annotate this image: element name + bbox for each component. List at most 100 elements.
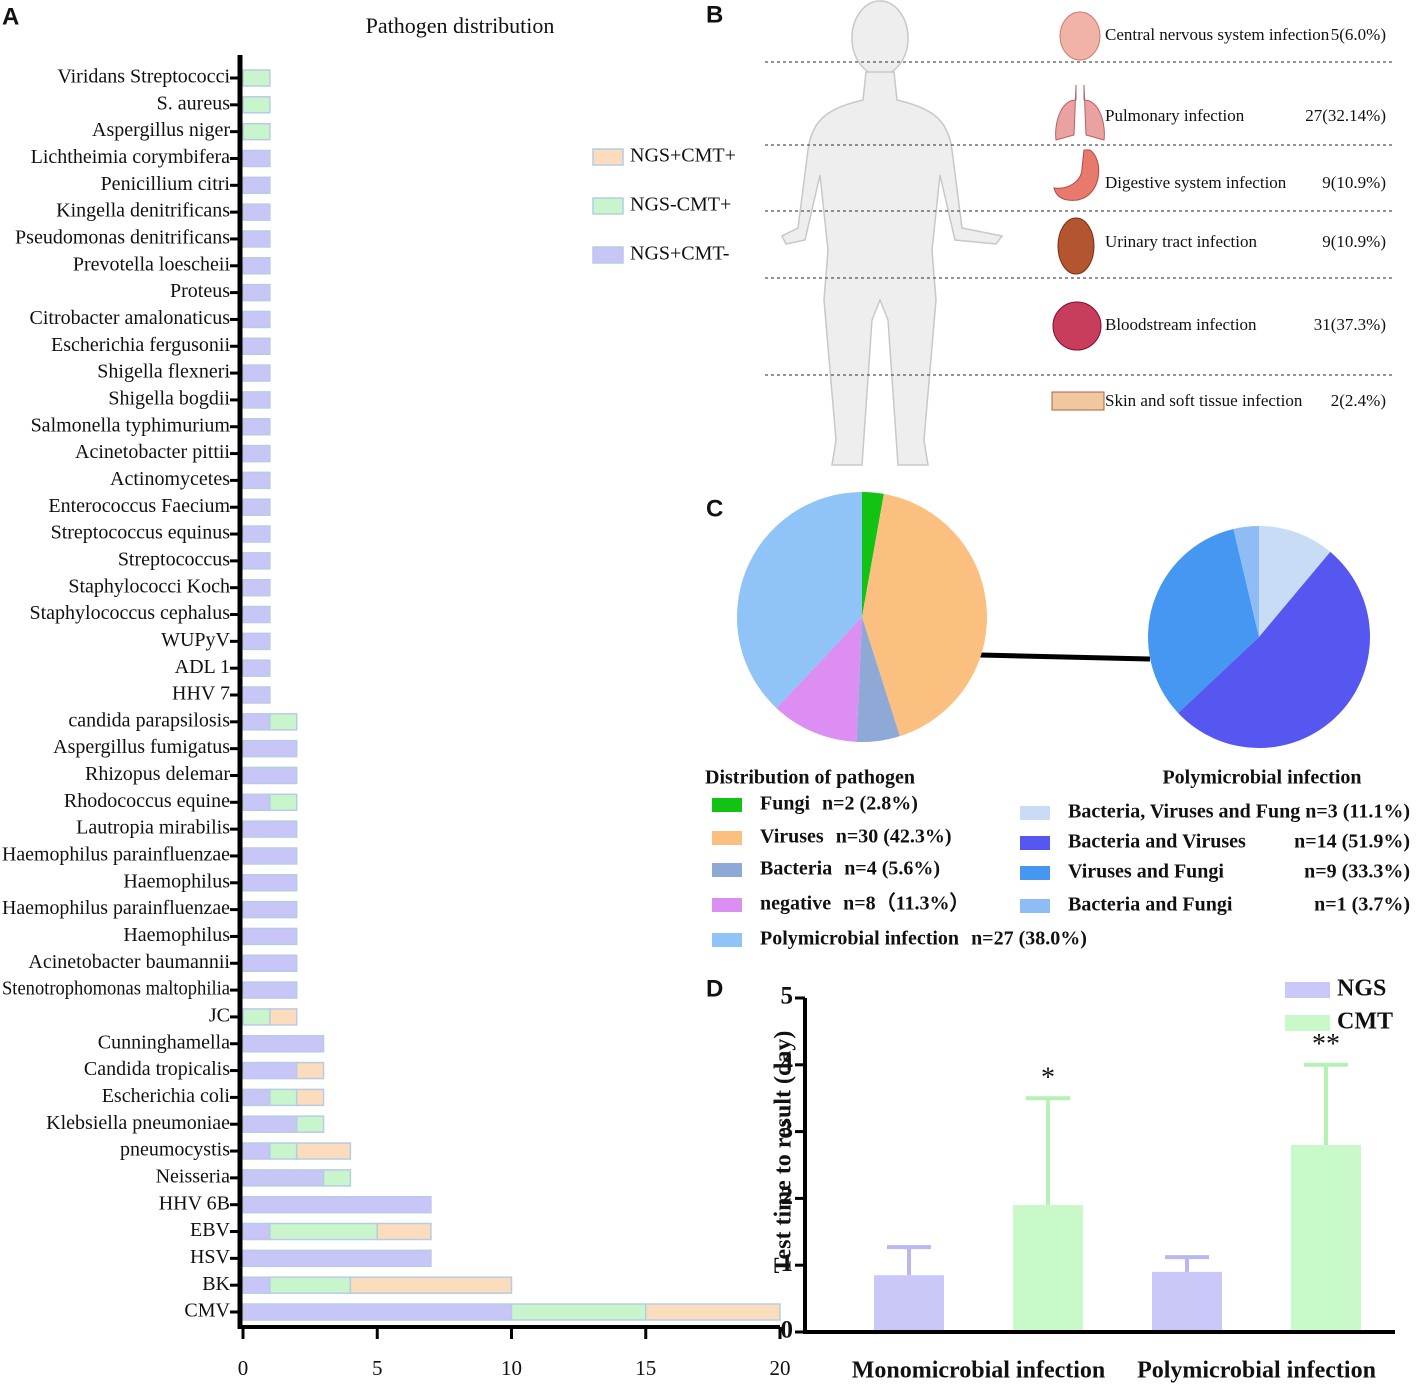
bar-segment: [242, 417, 271, 436]
value-label: n=1 (3.7%): [1314, 894, 1410, 916]
bar-segment: [242, 1222, 271, 1241]
y-tick-label: HHV 6B: [159, 1192, 230, 1214]
legend-swatch: [712, 933, 742, 947]
pie-slice: [862, 492, 884, 617]
bar-segment: [242, 552, 271, 570]
bar: [874, 1275, 944, 1332]
y-tick-label: Klebsiella pneumoniae: [46, 1112, 230, 1134]
bar-segment: [242, 900, 298, 919]
bar-segment: [242, 1249, 432, 1268]
bar-segment: [242, 927, 298, 946]
panel-label: A: [2, 3, 19, 30]
bar: [1013, 1205, 1083, 1332]
legend-swatch: [1285, 982, 1330, 998]
legend-label: negative: [760, 893, 831, 915]
y-tick-label: Escherichia fergusonii: [51, 334, 230, 356]
x-tick-label: Monomicrobial infection: [852, 1358, 1106, 1384]
y-tick-label: HHV 7: [172, 683, 230, 705]
y-tick-label: Streptococcus equinus: [51, 522, 231, 544]
bar-segment: [242, 713, 271, 731]
legend-label: NGS: [1337, 976, 1386, 1002]
site-value: 9(10.9%): [1322, 232, 1386, 251]
y-tick-label: Lautropia mirabilis: [76, 817, 230, 839]
bar-segment: [242, 1142, 271, 1160]
legend-label: Bacteria and Viruses: [1068, 831, 1246, 853]
panel-label: B: [706, 1, 723, 28]
y-tick-label: pneumocystis: [120, 1139, 230, 1161]
bar-segment: [510, 1303, 647, 1321]
y-tick-label: 0: [781, 1317, 794, 1344]
y-tick-label: ADL 1: [175, 656, 230, 678]
y-tick-label: Rhizopus delemar: [85, 763, 230, 785]
bar-segment: [242, 1008, 271, 1026]
bar-segment: [242, 149, 271, 168]
pie-slice: [776, 617, 862, 742]
legend-label: Viruses: [760, 826, 824, 848]
bar-segment: [295, 1115, 325, 1133]
y-tick-label: 5: [781, 983, 794, 1010]
pie-slice: [1259, 526, 1331, 637]
y-tick-label: Citrobacter amalonaticus: [30, 307, 231, 329]
y-tick-label: Kingella denitrificans: [56, 200, 230, 222]
site-label: Digestive system infection: [1105, 173, 1287, 192]
x-tick-label: 0: [238, 1356, 249, 1380]
legend-swatch: [1020, 866, 1050, 880]
y-tick-label: Shigella bogdii: [108, 388, 230, 410]
legend-swatch: [712, 898, 742, 912]
y-tick-label: CMV: [184, 1300, 230, 1322]
bar-segment: [242, 230, 271, 248]
bar-segment: [242, 1303, 513, 1321]
y-tick-label: Acinetobacter pittii: [75, 441, 230, 463]
y-axis-label: Test time to result (day): [771, 1031, 797, 1274]
y-tick-label: Haemophilus: [123, 870, 230, 892]
x-tick-label: 20: [770, 1356, 791, 1380]
y-tick-label: Shigella flexneri: [97, 361, 230, 383]
y-tick-label: Enterococcus Faecium: [48, 495, 230, 517]
bar-segment: [269, 713, 298, 731]
bar-segment: [242, 1088, 271, 1107]
y-tick-label: candida parapsilosis: [68, 709, 230, 731]
bar-segment: [269, 1276, 352, 1294]
bar-segment: [242, 364, 271, 382]
legend-label: Fungi: [760, 793, 810, 815]
legend-swatch: [712, 798, 742, 812]
bar-segment: [242, 954, 298, 973]
legend-label: Bacteria, Viruses and Fung: [1068, 801, 1300, 823]
y-tick-label: 2: [781, 1183, 794, 1210]
legend-title: Polymicrobial infection: [1162, 767, 1361, 789]
legend-swatch: [592, 246, 624, 264]
y-tick-label: Haemophilus: [123, 924, 230, 946]
bar-segment: [242, 525, 271, 543]
bar-segment: [242, 471, 271, 490]
bar-segment: [269, 1222, 379, 1241]
y-tick-label: JC: [209, 1005, 230, 1027]
bar-segment: [242, 69, 271, 87]
y-tick-label: BK: [202, 1273, 230, 1295]
y-tick-label: Streptococcus: [118, 548, 230, 570]
bar-segment: [242, 1169, 325, 1187]
pie-slice: [1233, 526, 1259, 637]
value-label: n=4 (5.6%): [844, 858, 940, 880]
bar-segment: [242, 257, 271, 275]
y-tick-label: Proteus: [170, 280, 230, 302]
pie-slice: [862, 493, 988, 737]
legend-swatch: [592, 197, 624, 215]
x-tick-label: 10: [501, 1356, 522, 1380]
bar-segment: [242, 739, 298, 758]
bar-segment: [242, 793, 271, 812]
site-value: 27(32.14%): [1305, 106, 1386, 125]
site-label: Central nervous system infection: [1105, 25, 1330, 44]
y-tick-label: Rhodococcus equine: [64, 790, 230, 812]
y-tick-label: 3: [781, 1116, 794, 1143]
pie-slice: [737, 492, 862, 709]
y-tick-label: Prevotella loescheii: [73, 253, 231, 275]
bar-segment: [242, 659, 271, 677]
bar-segment: [376, 1222, 432, 1241]
site-label: Bloodstream infection: [1105, 315, 1257, 334]
site-label: Urinary tract infection: [1105, 232, 1257, 251]
bar-segment: [242, 874, 298, 892]
bar-segment: [242, 1034, 325, 1053]
pie-slice: [856, 617, 900, 742]
legend-label: Viruses and Fungi: [1068, 861, 1224, 883]
